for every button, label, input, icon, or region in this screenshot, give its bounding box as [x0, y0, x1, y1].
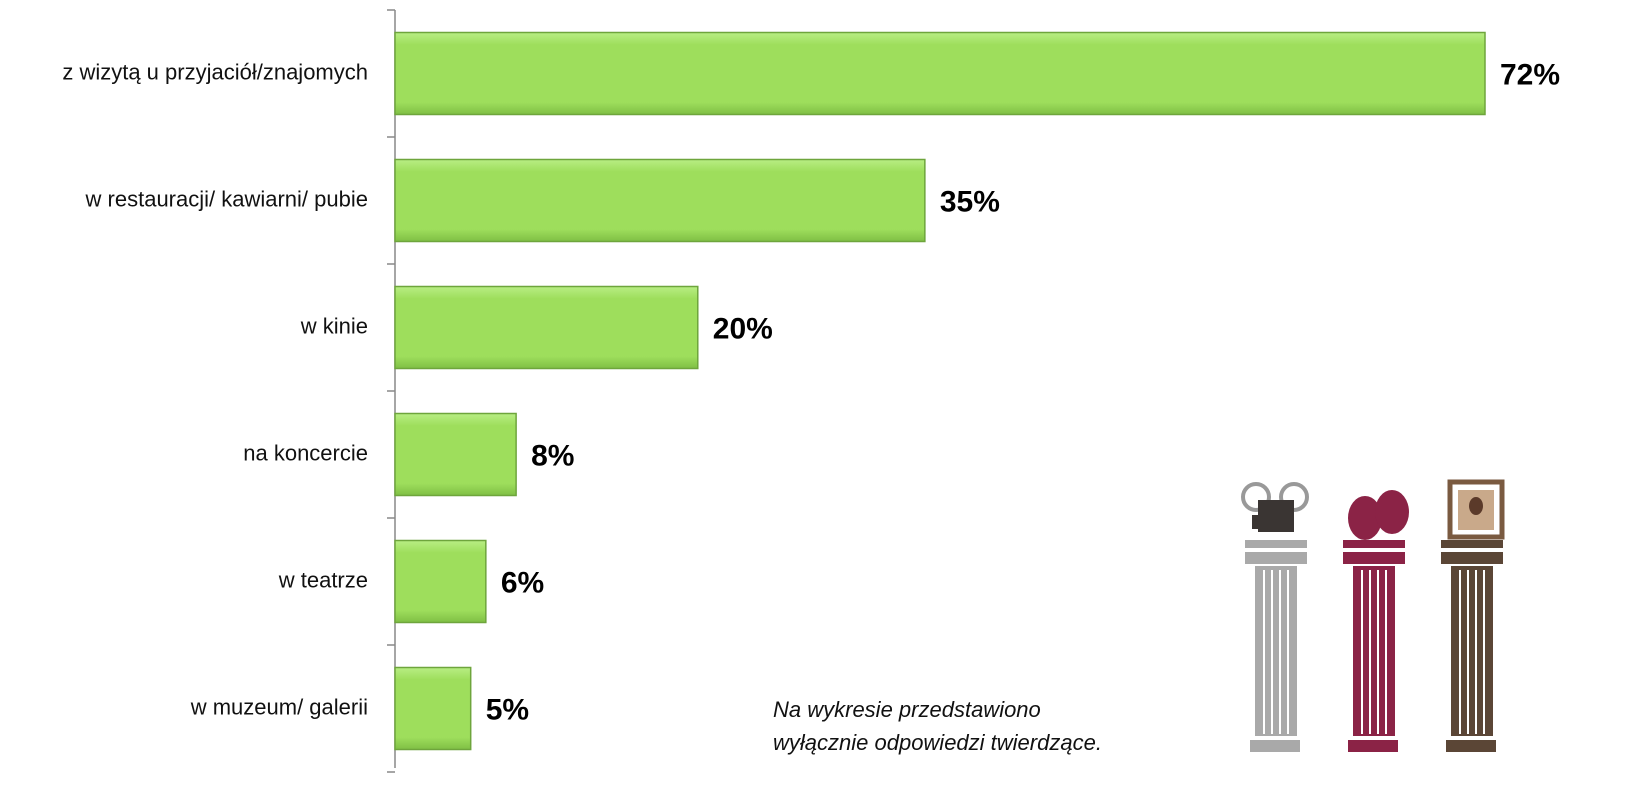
y-tick-label: w restauracji/ kawiarni/ pubie: [85, 186, 368, 211]
bar: [394, 158, 926, 243]
y-tick-label: z wizytą u przyjaciół/znajomych: [62, 59, 368, 84]
value-label: 72%: [1500, 58, 1560, 91]
icons: [1241, 479, 1505, 752]
bar: [394, 539, 487, 624]
bar: [394, 285, 699, 370]
y-tick-label: w kinie: [300, 313, 368, 338]
annotation: Na wykresie przedstawiono: [773, 697, 1041, 722]
bar: [394, 666, 472, 751]
annotation: wyłącznie odpowiedzi twierdzące.: [773, 730, 1102, 755]
y-tick-label: na koncercie: [243, 440, 368, 465]
value-label: 20%: [713, 312, 773, 345]
value-label: 5%: [486, 693, 529, 726]
y-tick-label: w teatrze: [278, 567, 368, 592]
bar: [394, 31, 1486, 116]
y-tick-label: w muzeum/ galerii: [190, 694, 368, 719]
value-label: 8%: [531, 439, 574, 472]
value-label: 35%: [940, 185, 1000, 218]
value-label: 6%: [501, 566, 544, 599]
bar: [394, 412, 517, 497]
